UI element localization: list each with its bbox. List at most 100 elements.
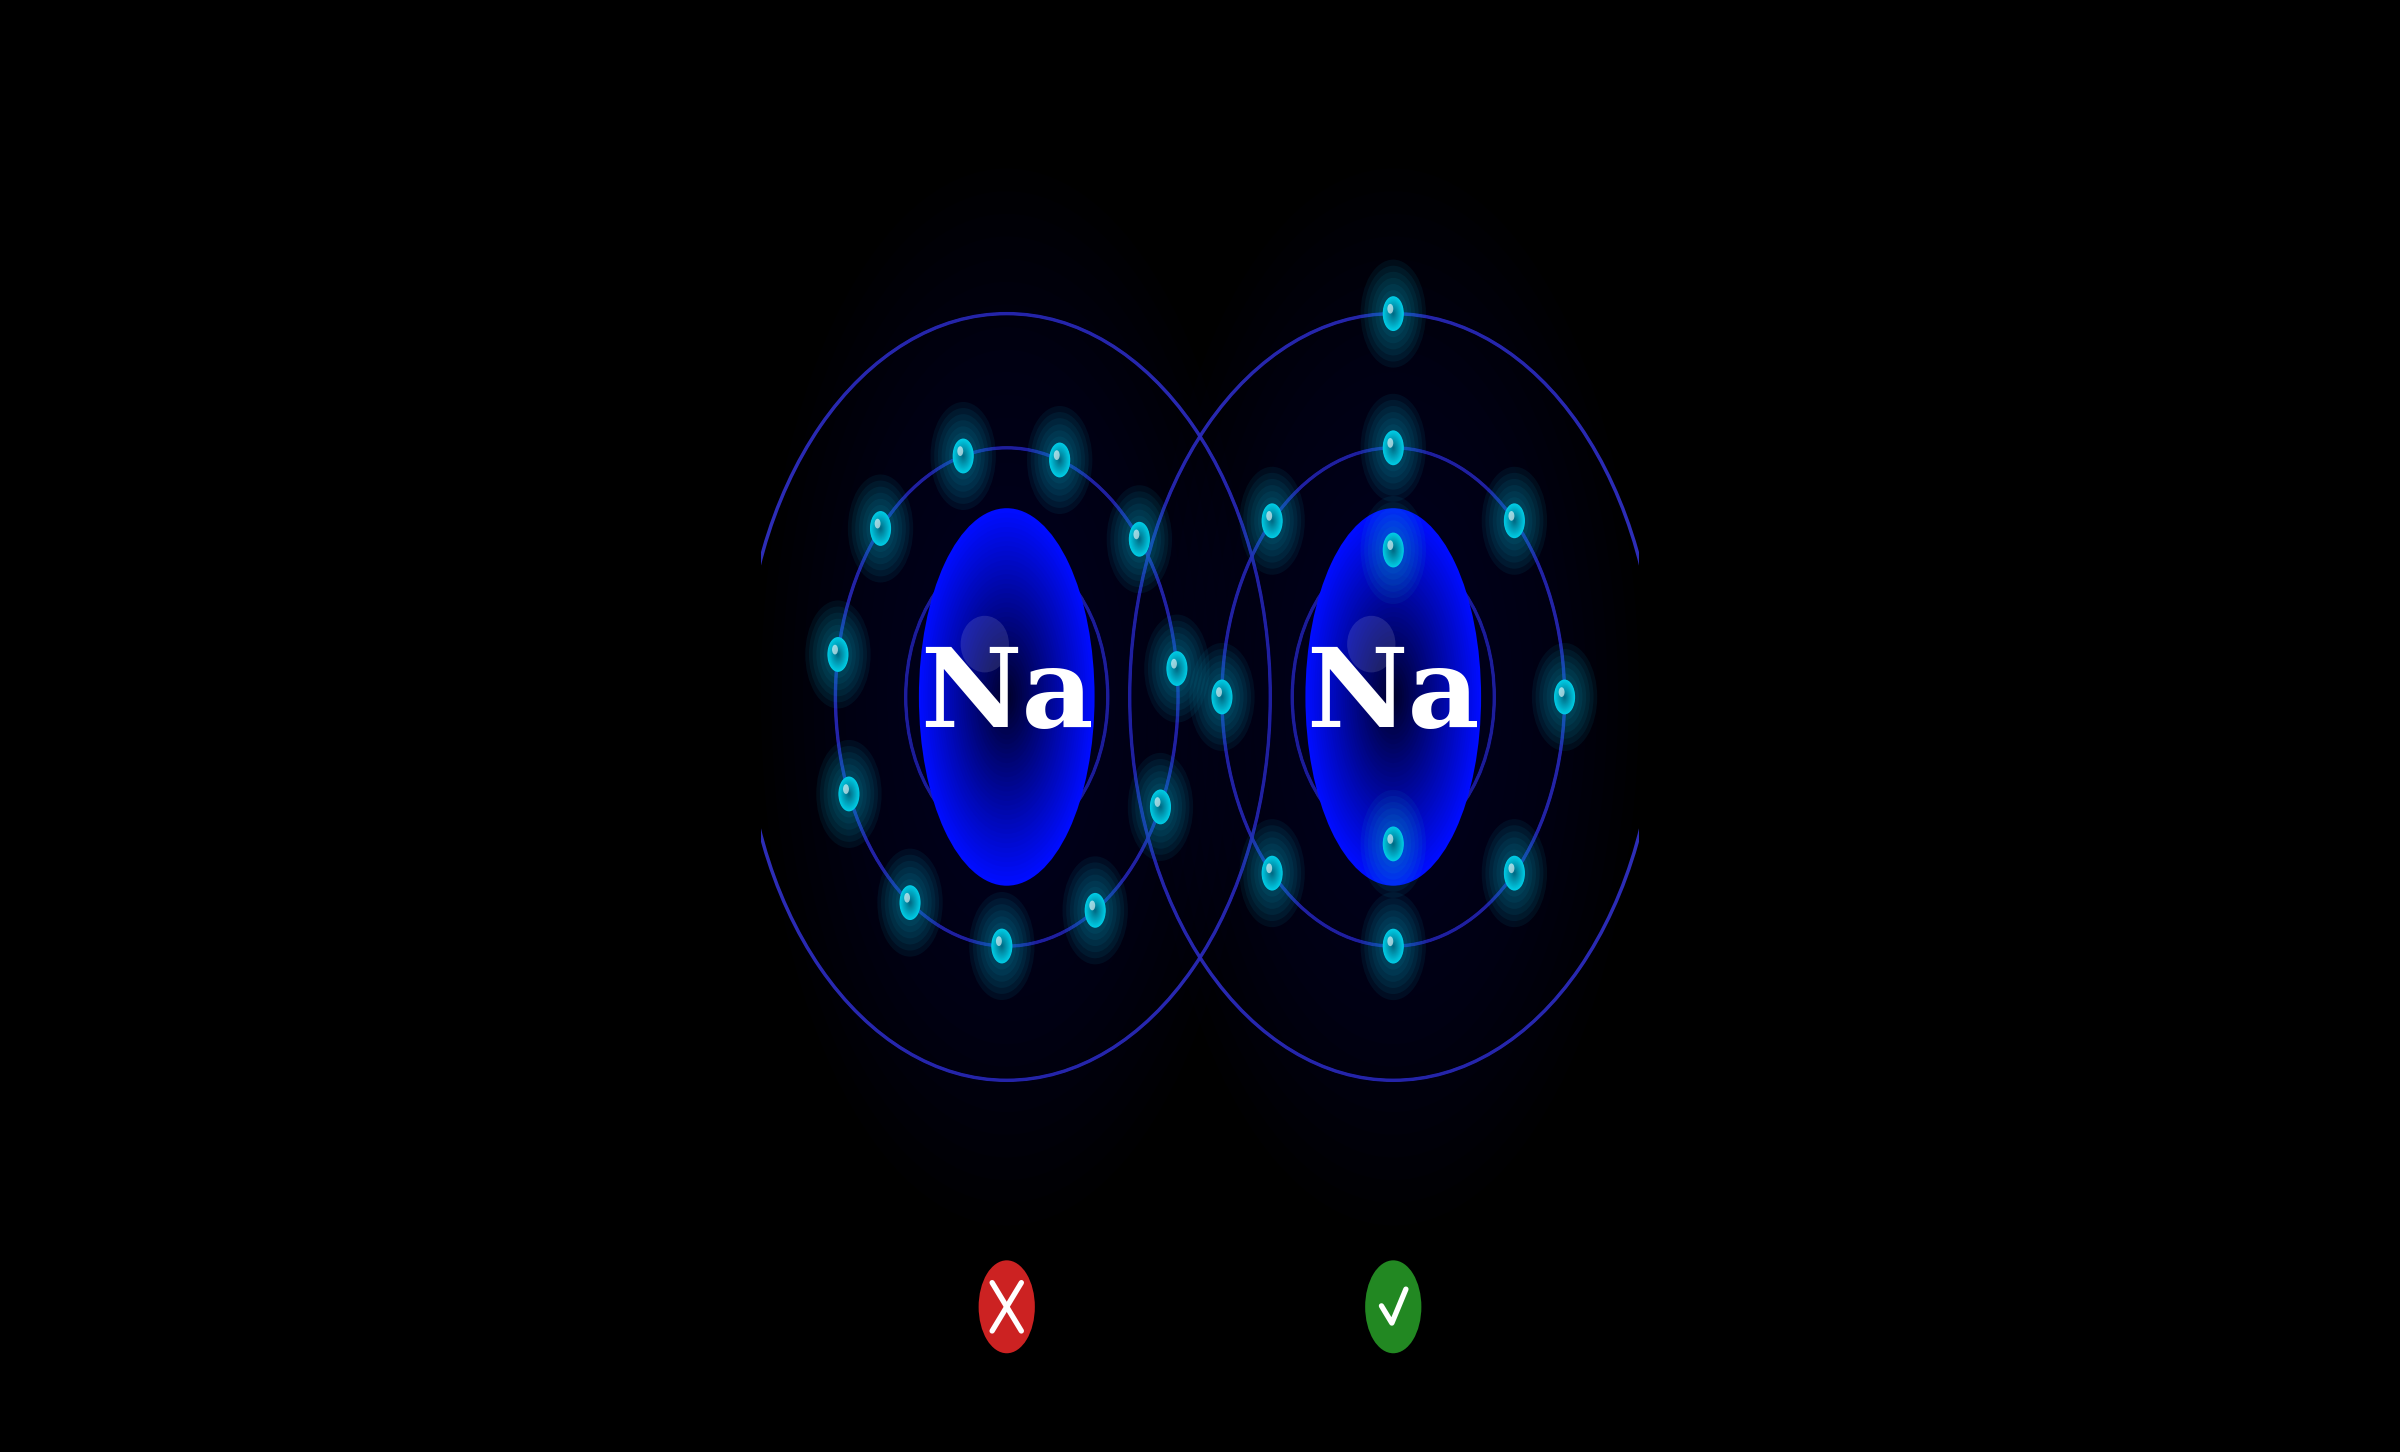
Circle shape (1250, 838, 1294, 909)
Circle shape (845, 788, 852, 799)
Circle shape (941, 420, 984, 492)
Circle shape (1265, 508, 1279, 534)
Circle shape (871, 513, 890, 544)
Circle shape (970, 892, 1034, 1000)
Circle shape (1387, 302, 1399, 325)
Circle shape (1385, 536, 1402, 563)
Ellipse shape (941, 555, 1073, 838)
Circle shape (840, 777, 859, 810)
Circle shape (1176, 665, 1178, 672)
Circle shape (1058, 457, 1061, 463)
Circle shape (1510, 867, 1519, 880)
Circle shape (1133, 530, 1145, 549)
Circle shape (1385, 934, 1402, 960)
Circle shape (1135, 533, 1142, 546)
Circle shape (955, 441, 972, 470)
Circle shape (1159, 804, 1162, 810)
Ellipse shape (986, 655, 1027, 739)
Circle shape (1051, 447, 1068, 473)
Circle shape (938, 414, 989, 498)
Circle shape (1135, 533, 1142, 546)
Circle shape (1056, 454, 1063, 465)
Circle shape (876, 520, 886, 537)
Ellipse shape (1368, 645, 1418, 749)
Circle shape (1507, 862, 1522, 884)
Circle shape (1387, 437, 1399, 459)
Circle shape (1118, 504, 1162, 575)
Circle shape (1200, 661, 1243, 733)
Circle shape (830, 764, 866, 823)
Circle shape (1030, 412, 1090, 508)
Circle shape (1385, 301, 1402, 327)
Circle shape (1217, 690, 1226, 704)
Circle shape (821, 746, 878, 842)
Circle shape (833, 645, 838, 655)
Ellipse shape (948, 569, 1066, 825)
Circle shape (1387, 835, 1399, 852)
Circle shape (1500, 497, 1529, 544)
Ellipse shape (955, 588, 1058, 806)
Circle shape (1493, 838, 1536, 909)
Ellipse shape (1387, 682, 1399, 711)
Circle shape (1387, 439, 1394, 447)
Ellipse shape (960, 616, 1008, 672)
Circle shape (845, 786, 854, 802)
Circle shape (1390, 443, 1397, 452)
Ellipse shape (1351, 607, 1435, 787)
Circle shape (1267, 514, 1277, 527)
Circle shape (1121, 510, 1157, 569)
Circle shape (958, 446, 970, 466)
Circle shape (1505, 857, 1524, 890)
Circle shape (1387, 539, 1399, 562)
Circle shape (1510, 513, 1519, 529)
Circle shape (1219, 691, 1224, 703)
Circle shape (847, 790, 852, 797)
Circle shape (1538, 655, 1589, 739)
Ellipse shape (1356, 617, 1430, 777)
Circle shape (905, 894, 914, 910)
Circle shape (1265, 862, 1279, 884)
Circle shape (1130, 526, 1147, 553)
Circle shape (1380, 290, 1406, 337)
Ellipse shape (1354, 611, 1433, 781)
Circle shape (1270, 868, 1274, 877)
Circle shape (955, 441, 972, 470)
Circle shape (1092, 905, 1099, 916)
Circle shape (1174, 664, 1178, 672)
Ellipse shape (979, 636, 1034, 758)
Circle shape (1510, 514, 1519, 527)
Ellipse shape (1308, 513, 1478, 881)
Circle shape (1510, 514, 1519, 527)
Circle shape (1562, 694, 1567, 700)
Circle shape (1387, 305, 1399, 322)
Text: Na: Na (1306, 643, 1481, 751)
Circle shape (910, 900, 912, 905)
Circle shape (842, 784, 850, 794)
Circle shape (1363, 502, 1423, 598)
Circle shape (1505, 505, 1524, 536)
Circle shape (1049, 443, 1070, 478)
Circle shape (1361, 790, 1426, 897)
Circle shape (1390, 836, 1397, 851)
Circle shape (1558, 687, 1565, 697)
Circle shape (955, 443, 972, 469)
Circle shape (1380, 820, 1406, 867)
Circle shape (874, 518, 881, 529)
Circle shape (1212, 680, 1234, 714)
Circle shape (1154, 633, 1198, 704)
Circle shape (1363, 899, 1423, 995)
Ellipse shape (1306, 508, 1481, 886)
Ellipse shape (970, 617, 1044, 777)
Circle shape (1255, 491, 1291, 550)
Circle shape (1558, 685, 1572, 709)
Circle shape (1126, 515, 1154, 563)
Circle shape (1510, 864, 1519, 883)
Circle shape (871, 513, 890, 544)
Circle shape (1087, 897, 1104, 923)
Circle shape (1001, 942, 1003, 950)
Circle shape (1562, 694, 1567, 700)
Circle shape (1090, 900, 1102, 921)
Ellipse shape (1334, 569, 1452, 825)
Circle shape (1546, 668, 1582, 726)
Ellipse shape (979, 640, 1032, 754)
